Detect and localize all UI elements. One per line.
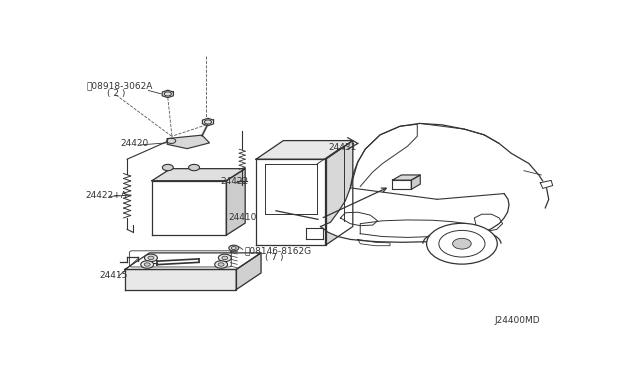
Polygon shape [152,169,245,181]
Polygon shape [227,169,245,235]
Polygon shape [392,180,412,189]
Polygon shape [125,253,261,269]
Polygon shape [256,159,326,245]
Text: 24420: 24420 [121,140,149,148]
Circle shape [452,238,471,249]
Text: 24410: 24410 [229,213,257,222]
Circle shape [141,261,154,268]
Polygon shape [167,135,209,149]
Text: J24400MD: J24400MD [494,316,540,325]
Text: 24415: 24415 [100,271,128,280]
Polygon shape [125,269,236,289]
Polygon shape [412,175,420,189]
Circle shape [144,263,150,266]
Polygon shape [540,180,553,189]
Polygon shape [326,141,353,245]
Circle shape [218,254,231,262]
Circle shape [163,164,173,171]
Circle shape [228,245,239,251]
Polygon shape [236,253,261,289]
Polygon shape [392,175,420,180]
Text: ⓢ08146-8162G: ⓢ08146-8162G [244,246,312,255]
Text: 24422+A: 24422+A [85,191,127,200]
Text: ⓝ08918-3062A: ⓝ08918-3062A [86,81,153,90]
Polygon shape [321,124,548,227]
Polygon shape [256,141,353,159]
Circle shape [218,263,224,266]
Circle shape [427,223,497,264]
Text: ( 2 ): ( 2 ) [108,89,125,97]
Circle shape [148,256,154,260]
Circle shape [145,254,157,262]
Polygon shape [152,181,227,235]
Circle shape [214,261,228,268]
Text: 24422: 24422 [220,177,248,186]
Text: ( 7 ): ( 7 ) [264,253,283,262]
Circle shape [189,164,200,171]
Polygon shape [162,90,173,97]
Circle shape [222,256,228,260]
Polygon shape [202,118,214,126]
Polygon shape [321,193,509,242]
Text: 24431: 24431 [328,143,356,152]
